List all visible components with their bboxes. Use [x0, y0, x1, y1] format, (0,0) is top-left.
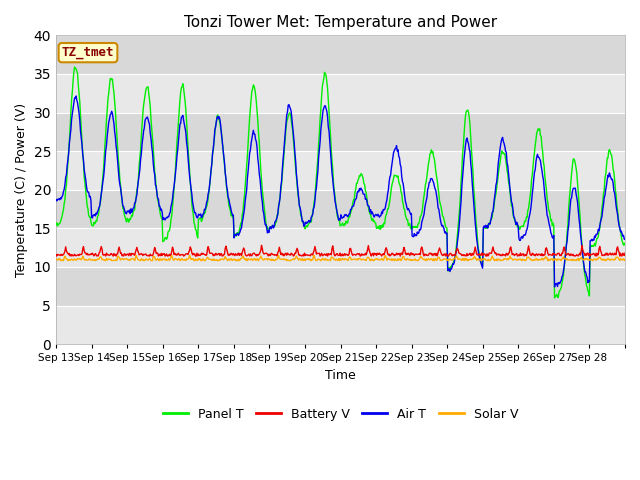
Bar [56, 151, 625, 190]
Bar [56, 74, 625, 112]
Y-axis label: Temperature (C) / Power (V): Temperature (C) / Power (V) [15, 103, 28, 277]
Title: Tonzi Tower Met: Temperature and Power: Tonzi Tower Met: Temperature and Power [184, 15, 497, 30]
Bar [56, 112, 625, 151]
Bar [56, 190, 625, 228]
Bar [56, 228, 625, 267]
Bar [56, 36, 625, 74]
Bar [56, 267, 625, 305]
Bar [56, 305, 625, 344]
Text: TZ_tmet: TZ_tmet [61, 46, 114, 59]
X-axis label: Time: Time [325, 369, 356, 382]
Legend: Panel T, Battery V, Air T, Solar V: Panel T, Battery V, Air T, Solar V [158, 403, 524, 426]
